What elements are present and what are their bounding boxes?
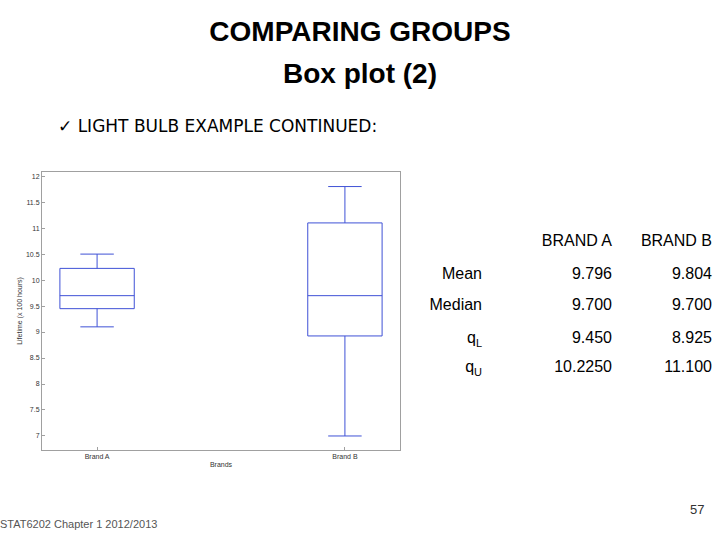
svg-text:7: 7 — [36, 432, 40, 439]
html-text:10.2250: 10.2250 — [554, 358, 612, 375]
html-text:8.925: 8.925 — [672, 329, 712, 346]
html-text:✓ LIGHT BULB EXAMPLE CONTINUED: ✓ LIGHT BULB EXAMPLE CONTINUED: — [58, 116, 378, 136]
html-text:qU: qU — [465, 358, 482, 379]
html-text:qL: qL — [467, 329, 482, 350]
svg-text:10.5: 10.5 — [26, 251, 40, 258]
html-text:57: 57 — [690, 502, 705, 517]
html-text:9.804: 9.804 — [672, 265, 712, 282]
svg-text:11: 11 — [32, 225, 39, 232]
svg-text:7.5: 7.5 — [30, 406, 40, 413]
svg-text:Brand A: Brand A — [85, 453, 110, 460]
svg-text:11.5: 11.5 — [26, 199, 39, 206]
svg-text:8.5: 8.5 — [30, 354, 40, 361]
html-text:9.450: 9.450 — [572, 329, 612, 346]
svg-text:9: 9 — [36, 328, 40, 335]
html-text:STAT6202 Chapter 1 2012/2013: STAT6202 Chapter 1 2012/2013 — [0, 518, 158, 530]
svg-text:Lifetime (x 100 hours): Lifetime (x 100 hours) — [16, 277, 24, 345]
html-text:BRAND B: BRAND B — [640, 232, 712, 249]
svg-text:12: 12 — [32, 173, 40, 180]
html-text:Median: Median — [429, 296, 482, 313]
html-text:9.700: 9.700 — [672, 296, 712, 313]
html-text:Mean: Mean — [442, 265, 482, 282]
svg-text:10: 10 — [32, 277, 40, 284]
html-text:11.100: 11.100 — [664, 358, 712, 375]
html-text:9.796: 9.796 — [572, 265, 612, 282]
html-text:9.700: 9.700 — [572, 296, 612, 313]
svg-text:8: 8 — [36, 380, 40, 387]
svg-text:Brands: Brands — [210, 461, 233, 468]
svg-text:9.5: 9.5 — [30, 303, 40, 310]
html-text:BRAND A: BRAND A — [541, 232, 612, 249]
html-text:Box plot (2): Box plot (2) — [283, 58, 437, 89]
html-text:COMPARING GROUPS: COMPARING GROUPS — [209, 16, 511, 47]
svg-text:Brand B: Brand B — [332, 453, 358, 460]
